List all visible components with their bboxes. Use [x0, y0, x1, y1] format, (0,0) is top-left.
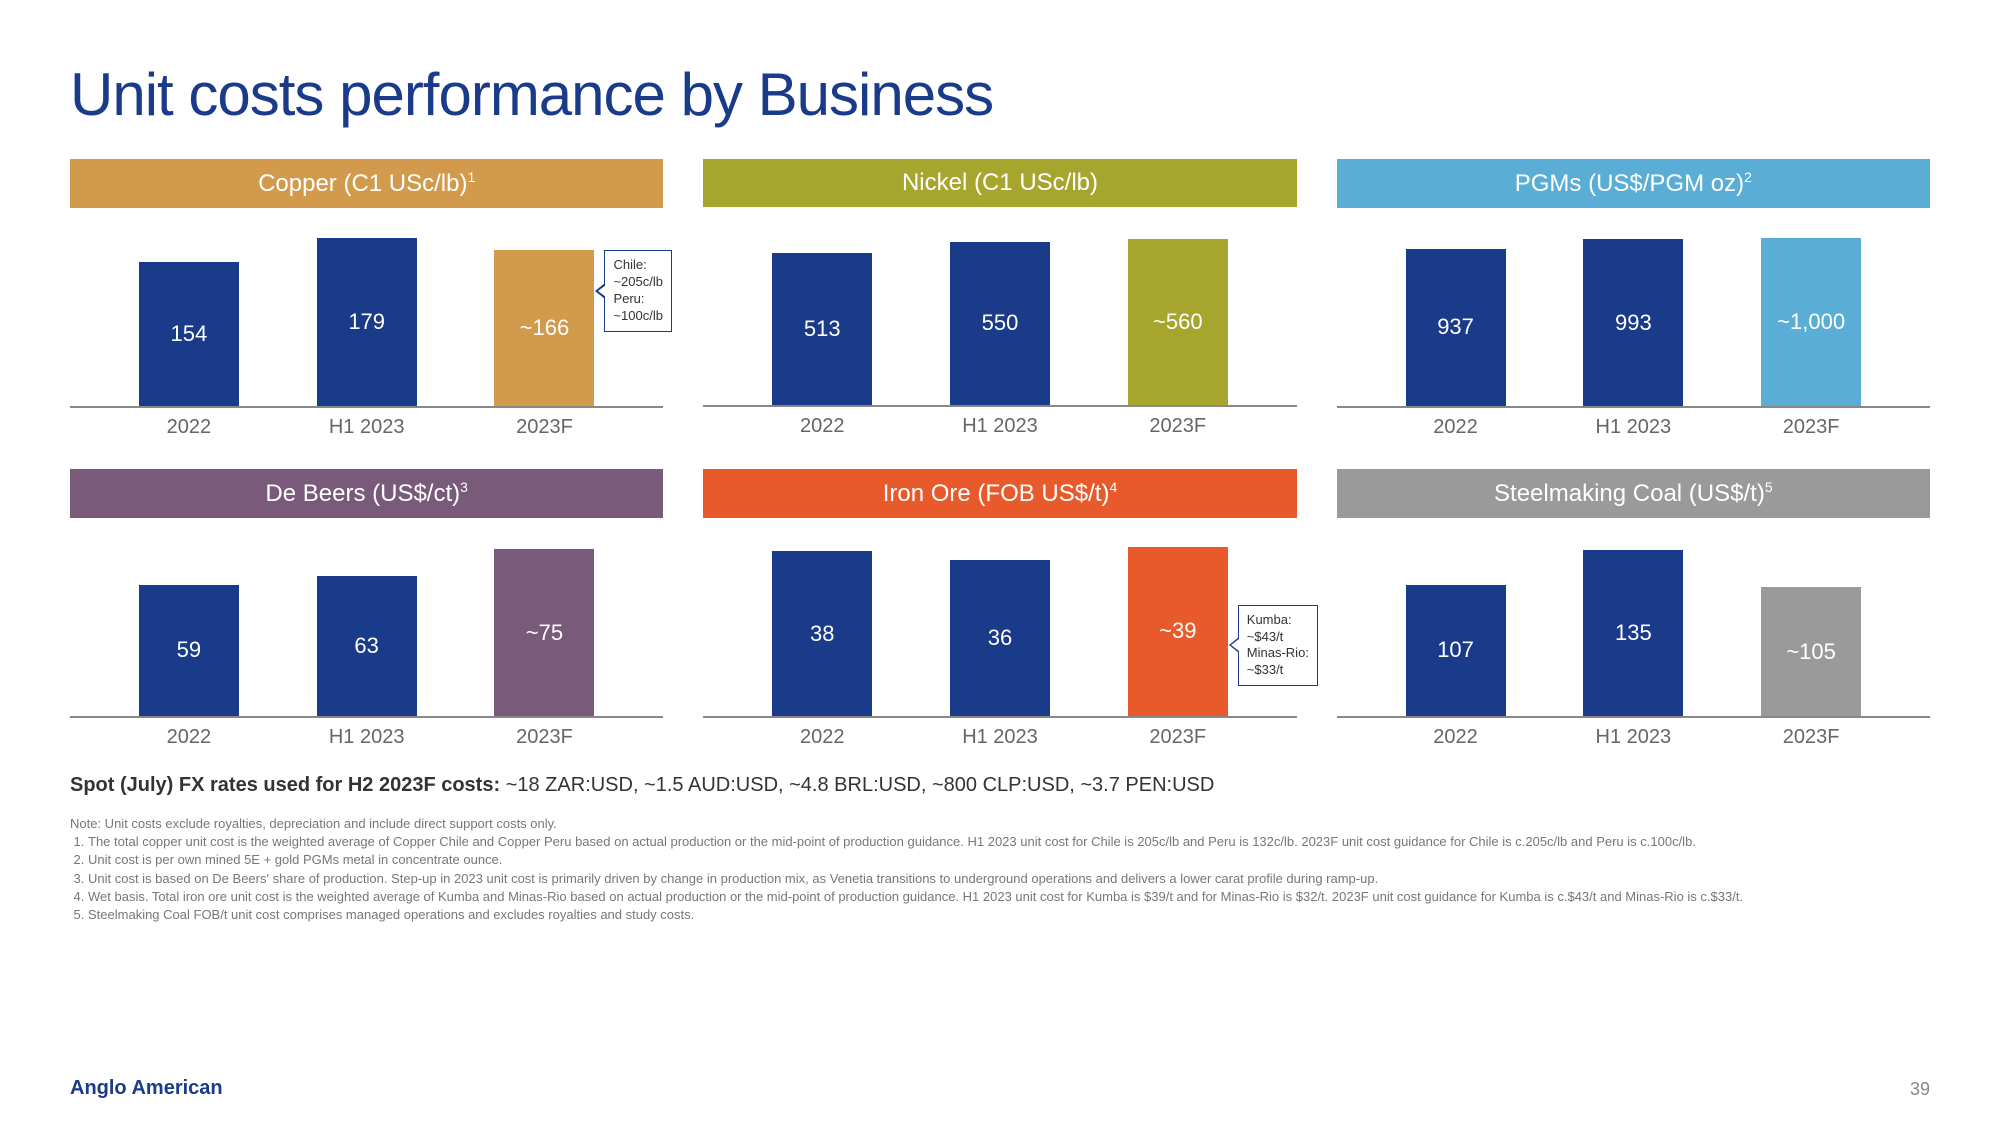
chart-header: De Beers (US$/ct)3: [70, 469, 663, 518]
bar: 107: [1406, 585, 1506, 716]
chart-header: Nickel (C1 USc/lb): [703, 159, 1296, 207]
bar: ~1,000: [1761, 238, 1861, 406]
bar-group: 36: [911, 538, 1089, 716]
x-axis-labels: 2022H1 20232023F: [1337, 718, 1930, 749]
x-label: 2023F: [456, 416, 634, 439]
chart-panel: De Beers (US$/ct)35963~752022H1 20232023…: [70, 469, 663, 749]
x-label: H1 2023: [278, 416, 456, 439]
bar-group: ~75: [456, 538, 634, 716]
chart-header: PGMs (US$/PGM oz)2: [1337, 159, 1930, 208]
chart-header: Copper (C1 USc/lb)1: [70, 159, 663, 208]
bar-group: ~560: [1089, 227, 1267, 405]
bar: 937: [1406, 249, 1506, 406]
footnote-item: Unit cost is per own mined 5E + gold PGM…: [88, 851, 1930, 869]
x-axis-labels: 2022H1 20232023F: [70, 718, 663, 749]
chart-panel: Iron Ore (FOB US$/t)4 38 36~39Kumba:~$43/t…: [703, 469, 1296, 749]
bar: 36: [950, 560, 1050, 716]
x-label: H1 2023: [911, 415, 1089, 438]
x-label: 2023F: [1722, 416, 1900, 439]
chart-panel: PGMs (US$/PGM oz)2937993~1,0002022H1 202…: [1337, 159, 1930, 439]
bar-group: 154: [100, 228, 278, 406]
charts-grid: Copper (C1 USc/lb)1 154 179 ~166Chile:~205c…: [70, 159, 1930, 749]
footnotes: Note: Unit costs exclude royalties, depr…: [70, 815, 1930, 924]
bar: 38: [772, 551, 872, 716]
notes-list: The total copper unit cost is the weight…: [70, 833, 1930, 924]
x-label: 2023F: [1722, 726, 1900, 749]
footnote-item: Unit cost is based on De Beers' share of…: [88, 870, 1930, 888]
bar-group: ~39Kumba:~$43/tMinas-Rio:~$33/t: [1089, 538, 1267, 716]
bar-group: ~166Chile:~205c/lbPeru:~100c/lb: [456, 228, 634, 406]
bar-group: 135: [1544, 538, 1722, 716]
bar: 179: [317, 238, 417, 406]
x-label: 2022: [100, 726, 278, 749]
chart-panel: Steelmaking Coal (US$/t)5107135~1052022H…: [1337, 469, 1930, 749]
chart-body: 513 550 ~560: [703, 207, 1296, 407]
bar: 550: [950, 242, 1050, 405]
x-label: 2023F: [1089, 415, 1267, 438]
bar-group: 937: [1367, 228, 1545, 406]
footer: Anglo American 39: [70, 1077, 1930, 1100]
brand: Anglo American: [70, 1077, 223, 1100]
x-axis-labels: 2022H1 20232023F: [703, 407, 1296, 438]
x-label: 2023F: [1089, 726, 1267, 749]
footnote-item: Wet basis. Total iron ore unit cost is t…: [88, 888, 1930, 906]
x-label: 2023F: [456, 726, 634, 749]
fx-rest: ~18 ZAR:USD, ~1.5 AUD:USD, ~4.8 BRL:USD,…: [500, 774, 1214, 796]
bar: 154: [139, 262, 239, 406]
x-axis-labels: 2022H1 20232023F: [703, 718, 1296, 749]
chart-header: Steelmaking Coal (US$/t)5: [1337, 469, 1930, 518]
x-label: H1 2023: [1544, 726, 1722, 749]
page-number: 39: [1910, 1079, 1930, 1100]
chart-body: 38 36~39Kumba:~$43/tMinas-Rio:~$33/t: [703, 518, 1296, 718]
chart-body: 107 135 ~105: [1337, 518, 1930, 718]
callout: Chile:~205c/lbPeru:~100c/lb: [604, 250, 672, 332]
x-label: 2022: [733, 726, 911, 749]
x-label: H1 2023: [911, 726, 1089, 749]
x-label: 2022: [1367, 416, 1545, 439]
bar-group: ~1,000: [1722, 228, 1900, 406]
bar: 63: [317, 576, 417, 716]
fx-bold: Spot (July) FX rates used for H2 2023F c…: [70, 774, 500, 796]
bar-group: 107: [1367, 538, 1545, 716]
x-label: 2022: [733, 415, 911, 438]
x-label: 2022: [1367, 726, 1545, 749]
chart-body: 154 179 ~166Chile:~205c/lbPeru:~100c/lb: [70, 208, 663, 408]
bar-group: 179: [278, 228, 456, 406]
x-label: H1 2023: [1544, 416, 1722, 439]
page-title: Unit costs performance by Business: [70, 60, 1930, 129]
bar: 135: [1583, 550, 1683, 716]
footnote-item: Steelmaking Coal FOB/t unit cost compris…: [88, 906, 1930, 924]
callout: Kumba:~$43/tMinas-Rio:~$33/t: [1238, 605, 1318, 687]
fx-rates-line: Spot (July) FX rates used for H2 2023F c…: [70, 774, 1930, 797]
chart-panel: Nickel (C1 USc/lb)513550~5602022H1 20232…: [703, 159, 1296, 439]
x-label: H1 2023: [278, 726, 456, 749]
bar: ~39: [1128, 547, 1228, 716]
bar: ~105: [1761, 587, 1861, 716]
bar-group: 59: [100, 538, 278, 716]
notes-intro: Note: Unit costs exclude royalties, depr…: [70, 815, 1930, 833]
bar: 59: [139, 585, 239, 716]
bar-group: 38: [733, 538, 911, 716]
footnote-item: The total copper unit cost is the weight…: [88, 833, 1930, 851]
bar: 993: [1583, 239, 1683, 406]
chart-panel: Copper (C1 USc/lb)1 154 179 ~166Chile:~205c…: [70, 159, 663, 439]
x-axis-labels: 2022H1 20232023F: [1337, 408, 1930, 439]
bar-group: 513: [733, 227, 911, 405]
bar-group: 63: [278, 538, 456, 716]
bar: 513: [772, 253, 872, 405]
bar: ~166: [494, 250, 594, 406]
chart-body: 59 63 ~75: [70, 518, 663, 718]
x-label: 2022: [100, 416, 278, 439]
bar-group: 993: [1544, 228, 1722, 406]
bar: ~560: [1128, 239, 1228, 405]
bar: ~75: [494, 549, 594, 716]
bar-group: 550: [911, 227, 1089, 405]
x-axis-labels: 2022H1 20232023F: [70, 408, 663, 439]
chart-body: 937 993 ~1,000: [1337, 208, 1930, 408]
bar-group: ~105: [1722, 538, 1900, 716]
chart-header: Iron Ore (FOB US$/t)4: [703, 469, 1296, 518]
